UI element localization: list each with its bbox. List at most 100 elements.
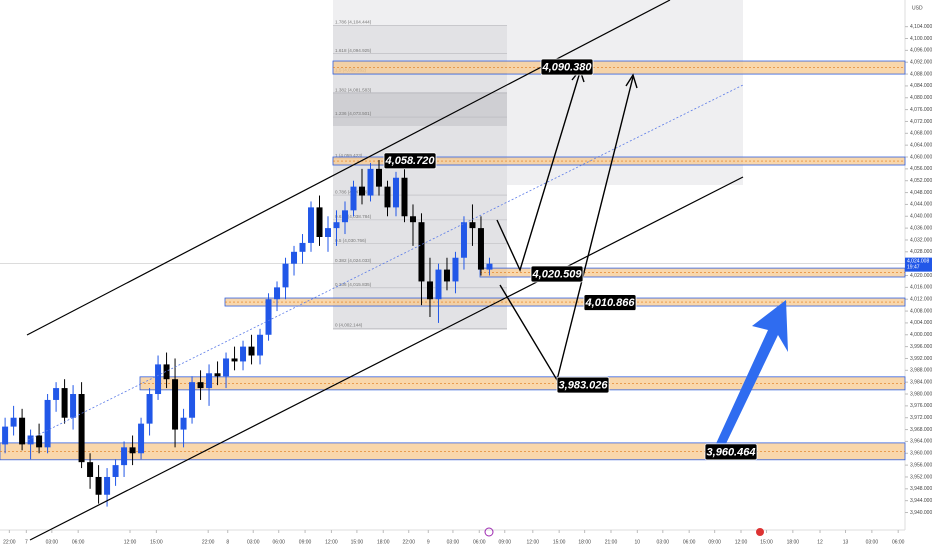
candle-body	[197, 382, 204, 389]
price-tag-label: 4,020.509	[532, 268, 583, 280]
x-tick-label: 03:00	[657, 539, 670, 545]
zone	[139, 376, 906, 391]
candle-body	[316, 207, 323, 238]
candle-body	[452, 257, 459, 282]
candle-body	[206, 373, 213, 389]
y-tick-label: 4,036.000	[910, 225, 932, 231]
x-tick-label: 22:00	[3, 539, 16, 545]
y-tick-label: 4,052.000	[910, 178, 932, 184]
price-tag-label: 4,090.380	[542, 61, 593, 73]
x-tick-label: 06:00	[272, 539, 285, 545]
y-tick-label: 4,004.000	[910, 320, 932, 326]
candle-body	[163, 364, 170, 380]
candle-body	[121, 447, 128, 466]
arrow-head	[625, 73, 638, 89]
candle-body	[350, 186, 357, 211]
y-tick-label: 3,964.000	[910, 439, 932, 445]
y-tick-label: 4,080.000	[910, 95, 932, 101]
fib-band	[333, 92, 507, 126]
candle-body	[27, 435, 34, 445]
y-tick-label: 3,944.000	[910, 498, 932, 504]
candle-body	[401, 177, 408, 217]
y-tick-label: 4,040.000	[910, 214, 932, 220]
fib-label: 0.5 (4,030.766)	[335, 238, 367, 243]
y-tick-label: 3,956.000	[910, 462, 932, 468]
price-tag-label: 4,010.866	[585, 297, 636, 309]
y-tick-label: 3,948.000	[910, 486, 932, 492]
flag-icon	[756, 528, 764, 536]
candle-body	[61, 388, 68, 418]
candle-body	[325, 228, 332, 238]
x-tick-label: 22:00	[202, 539, 215, 545]
currency: USD	[912, 5, 923, 11]
fib-label: 1 (4,059.423)	[335, 153, 363, 158]
candle-body	[214, 373, 221, 377]
candle-body	[189, 382, 196, 418]
x-tick-label: 09:00	[499, 539, 512, 545]
candle-body	[112, 465, 119, 477]
candle-body	[435, 269, 442, 300]
y-tick-label: 4,096.000	[910, 48, 932, 54]
y-tick-label: 4,056.000	[910, 166, 932, 172]
candle-body	[70, 394, 77, 418]
x-tick-label: 8	[226, 539, 229, 545]
x-tick-label: 06:00	[892, 539, 905, 545]
candle-body	[231, 358, 238, 362]
candle-body	[19, 417, 26, 445]
x-tick-label: 21:00	[605, 539, 618, 545]
candle-body	[375, 168, 382, 187]
candle-body	[384, 186, 391, 208]
y-tick-label: 3,984.000	[910, 379, 932, 385]
candle-body	[155, 364, 162, 395]
price-tag-label: 3,983.026	[559, 379, 609, 391]
candle-body	[95, 476, 102, 495]
fib-label: 1.618 (4,094.925)	[335, 48, 372, 53]
x-tick-label: 12:00	[124, 539, 137, 545]
y-tick-label: 4,088.000	[910, 71, 932, 77]
candle-body	[308, 207, 315, 243]
x-tick-label: 12:00	[735, 539, 748, 545]
channel-upper	[26, 0, 671, 336]
y-tick-label: 4,092.000	[910, 60, 932, 66]
fib-label: 0.236 (4,015.835)	[335, 282, 372, 287]
candle-body	[104, 476, 111, 495]
price-tag	[383, 152, 437, 170]
x-tick-label: 7	[25, 539, 28, 545]
x-tick-label: 03:00	[447, 539, 460, 545]
candle-body	[53, 388, 60, 400]
candle-body	[274, 287, 281, 300]
x-tick-label: 10	[635, 539, 641, 545]
y-tick-label: 3,968.000	[910, 427, 932, 433]
fib-label: 0.618 (4,038.784)	[335, 214, 372, 219]
candle-body	[180, 417, 187, 430]
fib-label: 1.382 (4,081.583)	[335, 87, 372, 92]
price-tag	[704, 443, 758, 461]
x-tick-label: 06:00	[473, 539, 486, 545]
y-tick-label: 3,960.000	[910, 451, 932, 457]
y-tick-label: 4,032.000	[910, 237, 932, 243]
candle-body	[469, 222, 476, 229]
y-tick-label: 4,016.000	[910, 285, 932, 291]
y-tick-label: 4,104.000	[910, 24, 932, 30]
event-icon	[484, 527, 494, 537]
price-tag	[583, 294, 637, 311]
candle-body	[87, 462, 94, 477]
x-tick-label: 03:00	[247, 539, 260, 545]
fib-label: 0 (4,002.144)	[335, 323, 363, 328]
y-tick-label: 4,012.000	[910, 297, 932, 303]
price-tag-label: 4,058.720	[385, 155, 436, 167]
fib-label: 1.786 (4,104.444)	[335, 20, 372, 25]
price-tag	[530, 265, 584, 283]
y-tick-label: 4,000.000	[910, 332, 932, 338]
candle-body	[248, 346, 255, 356]
y-tick-label: 4,020.000	[910, 273, 932, 279]
y-tick-label: 4,048.000	[910, 190, 932, 196]
channel-mid	[27, 84, 744, 441]
x-tick-label: 22:00	[402, 539, 415, 545]
y-tick-label: 3,988.000	[910, 368, 932, 374]
y-tick-label: 3,980.000	[910, 391, 932, 397]
x-tick-label: 06:00	[72, 539, 85, 545]
path-arrow	[496, 71, 581, 272]
y-tick-label: 4,084.000	[910, 83, 932, 89]
